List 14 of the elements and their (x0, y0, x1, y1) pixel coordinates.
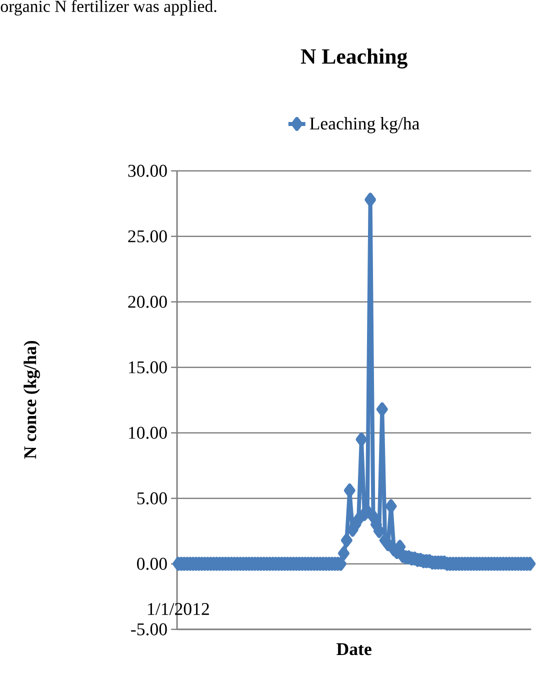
chart-title: N Leaching (300, 48, 408, 68)
y-tick-label: 15.00 (129, 361, 167, 374)
text: organic N fertilizer was applied. (0, 0, 216, 16)
y-tick-label: -5.00 (131, 623, 167, 636)
x-tick-label: 1/1/2012 (148, 603, 209, 616)
y-tick-label: 30.00 (128, 164, 167, 177)
y-axis-title: N conce (kg/ha) (24, 340, 40, 459)
y-tick-label: 25.00 (128, 230, 167, 242)
y-tick-label: 5.00 (137, 492, 167, 504)
y-tick-label: 0.00 (137, 558, 167, 570)
x-axis-title: Date (336, 643, 372, 656)
y-tick-label: 20.00 (128, 296, 167, 308)
legend-label: Leaching kg/ha (310, 117, 420, 134)
y-tick-label: 10.00 (129, 426, 167, 439)
